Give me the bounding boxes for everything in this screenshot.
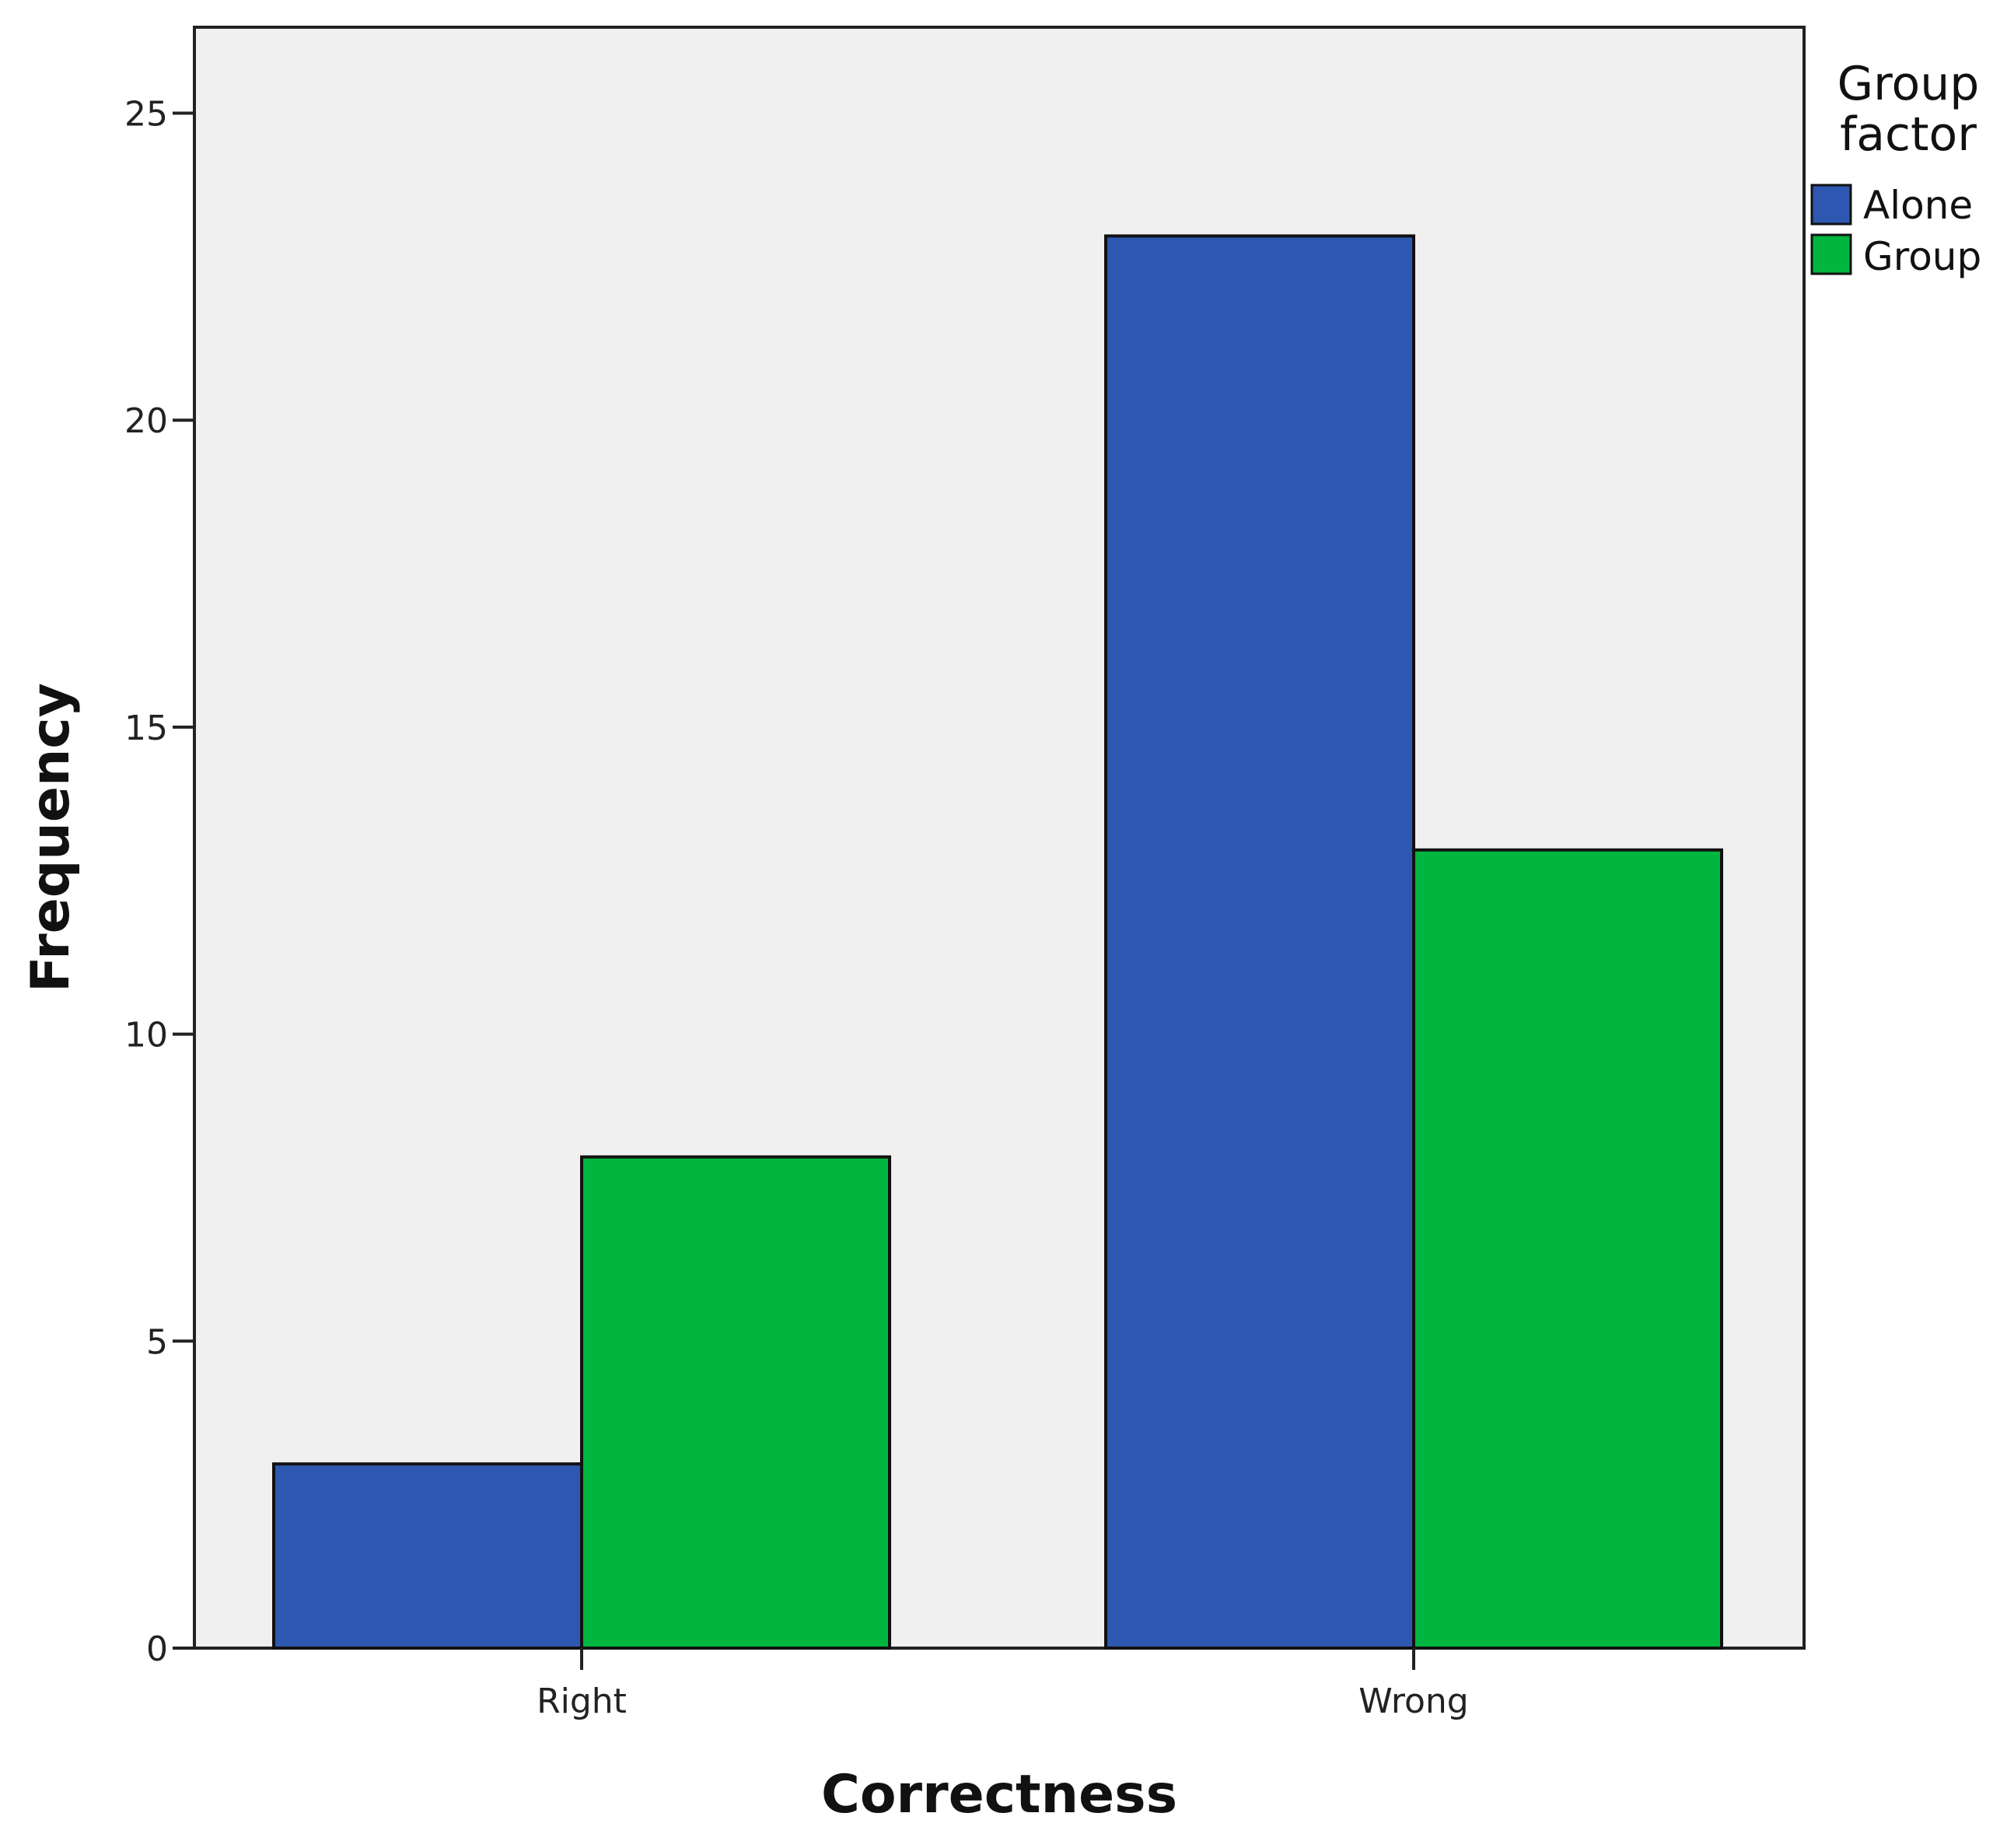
- x-axis-title: Correctness: [821, 1764, 1177, 1825]
- y-tick-label: 0: [146, 1629, 168, 1669]
- legend: Group factor Alone Group: [1810, 57, 1981, 279]
- legend-title-line-2: factor: [1840, 107, 1977, 162]
- x-tick-label-wrong: Wrong: [1358, 1682, 1468, 1721]
- legend-swatch-group: [1810, 233, 1852, 275]
- legend-title-line-1: Group: [1837, 57, 1980, 111]
- bar-right-alone: [272, 1462, 583, 1650]
- y-axis: 0 5 10 15 20 25: [124, 95, 194, 1669]
- y-tick-label: 15: [124, 709, 168, 748]
- bars: [272, 234, 1723, 1650]
- x-tick-label-right: Right: [537, 1682, 627, 1721]
- y-tick-label: 5: [146, 1322, 168, 1362]
- legend-label-group: Group: [1863, 234, 1981, 279]
- x-axis: Right Wrong: [537, 1648, 1469, 1721]
- bar-wrong-group: [1412, 848, 1723, 1650]
- bar-wrong-alone: [1104, 234, 1415, 1650]
- legend-swatch-alone: [1810, 184, 1852, 226]
- y-tick-label: 25: [124, 95, 168, 135]
- legend-label-alone: Alone: [1863, 183, 1973, 228]
- y-axis-title: Frequency: [20, 683, 82, 992]
- y-tick-label: 20: [124, 401, 168, 441]
- y-tick-label: 10: [124, 1016, 168, 1055]
- bar-right-group: [580, 1155, 891, 1650]
